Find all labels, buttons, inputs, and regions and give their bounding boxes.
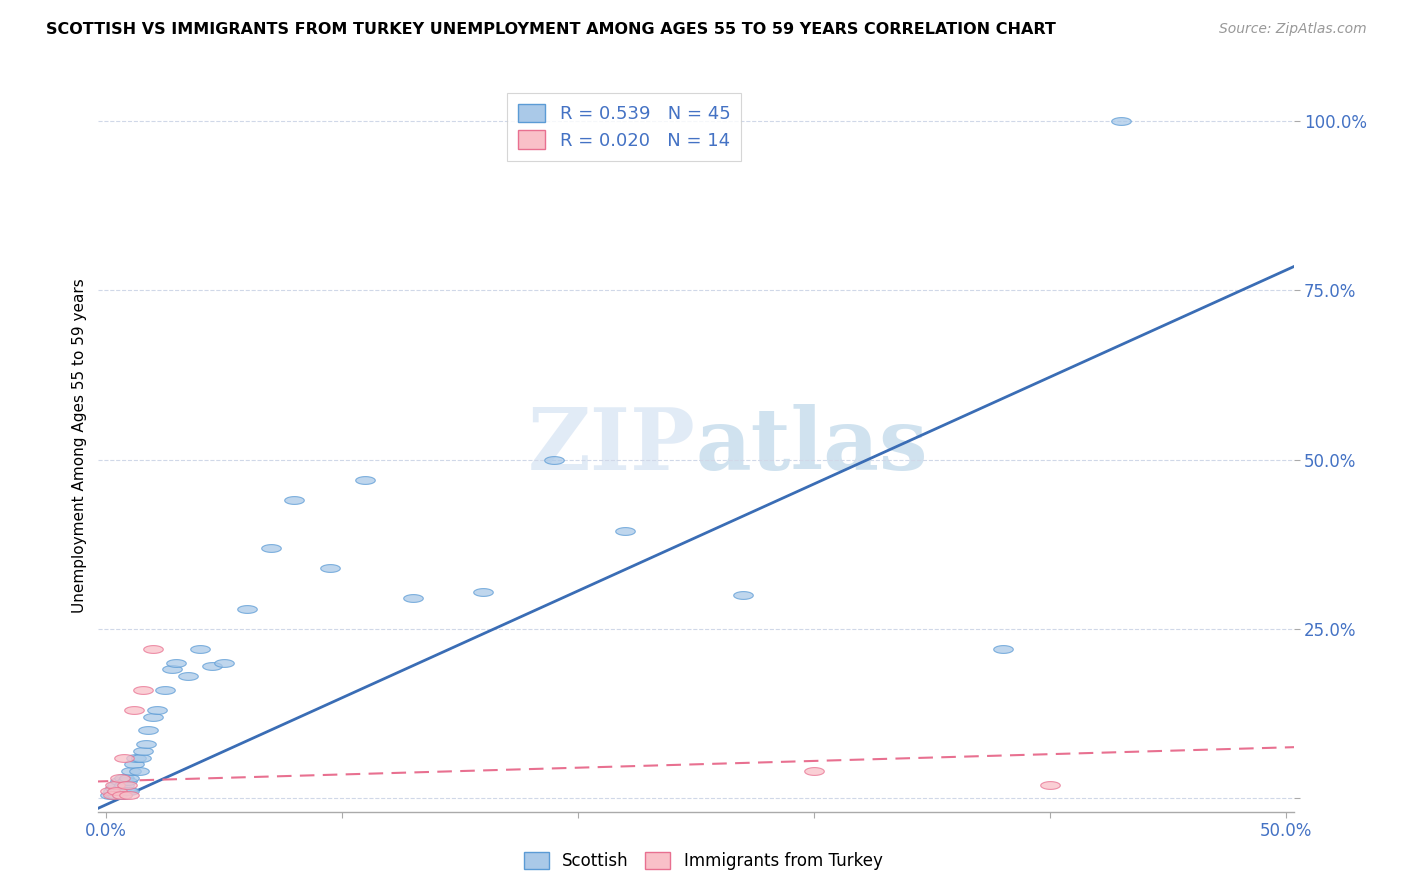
- Point: [614, 524, 637, 538]
- Point: [177, 669, 200, 683]
- Point: [354, 473, 377, 487]
- Point: [153, 682, 176, 697]
- Point: [111, 788, 134, 802]
- Point: [108, 771, 131, 785]
- Point: [115, 778, 138, 792]
- Text: atlas: atlas: [696, 404, 928, 488]
- Point: [188, 642, 211, 657]
- Point: [135, 737, 157, 751]
- Point: [129, 750, 152, 764]
- Y-axis label: Unemployment Among Ages 55 to 59 years: Unemployment Among Ages 55 to 59 years: [72, 278, 87, 614]
- Legend: R = 0.539   N = 45, R = 0.020   N = 14: R = 0.539 N = 45, R = 0.020 N = 14: [508, 93, 741, 161]
- Point: [121, 764, 143, 778]
- Point: [111, 788, 134, 802]
- Point: [98, 784, 121, 798]
- Point: [122, 703, 145, 717]
- Point: [283, 493, 305, 508]
- Text: SCOTTISH VS IMMIGRANTS FROM TURKEY UNEMPLOYMENT AMONG AGES 55 TO 59 YEARS CORREL: SCOTTISH VS IMMIGRANTS FROM TURKEY UNEMP…: [46, 22, 1056, 37]
- Point: [1039, 778, 1062, 792]
- Point: [146, 703, 169, 717]
- Point: [132, 744, 155, 758]
- Text: ZIP: ZIP: [529, 404, 696, 488]
- Legend: Scottish, Immigrants from Turkey: Scottish, Immigrants from Turkey: [517, 845, 889, 877]
- Point: [125, 750, 148, 764]
- Point: [160, 663, 183, 677]
- Point: [122, 757, 145, 772]
- Point: [128, 764, 150, 778]
- Point: [108, 774, 131, 789]
- Point: [165, 656, 187, 670]
- Point: [112, 771, 135, 785]
- Point: [105, 778, 128, 792]
- Point: [105, 784, 128, 798]
- Point: [201, 659, 224, 673]
- Point: [136, 723, 159, 738]
- Point: [236, 601, 259, 615]
- Point: [142, 642, 165, 657]
- Point: [1109, 114, 1132, 128]
- Point: [118, 771, 141, 785]
- Point: [104, 788, 127, 802]
- Point: [101, 784, 124, 798]
- Point: [112, 778, 135, 792]
- Point: [115, 784, 138, 798]
- Point: [142, 710, 165, 724]
- Point: [104, 780, 127, 795]
- Point: [803, 764, 825, 778]
- Point: [991, 642, 1014, 657]
- Point: [101, 788, 124, 802]
- Text: Source: ZipAtlas.com: Source: ZipAtlas.com: [1219, 22, 1367, 37]
- Point: [319, 561, 342, 575]
- Point: [105, 788, 128, 802]
- Point: [212, 656, 235, 670]
- Point: [112, 750, 135, 764]
- Point: [108, 784, 131, 798]
- Point: [260, 541, 283, 555]
- Point: [132, 682, 155, 697]
- Point: [104, 778, 127, 792]
- Point: [543, 452, 565, 467]
- Point: [111, 780, 134, 795]
- Point: [118, 788, 141, 802]
- Point: [401, 591, 423, 606]
- Point: [98, 788, 121, 802]
- Point: [118, 784, 141, 798]
- Point: [115, 774, 138, 789]
- Point: [733, 588, 755, 602]
- Point: [472, 584, 495, 599]
